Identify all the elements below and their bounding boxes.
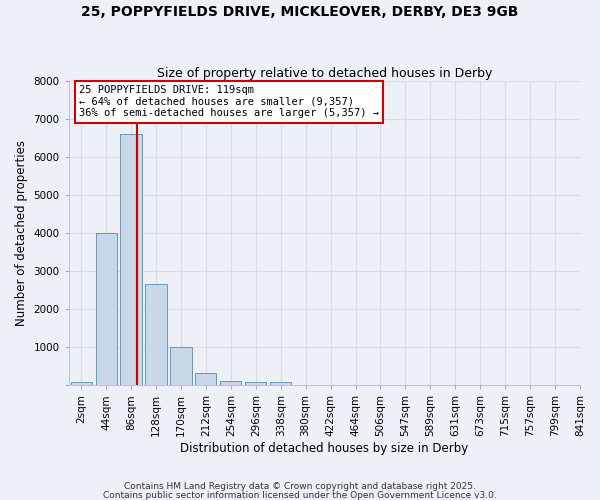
Bar — [245, 382, 266, 386]
Bar — [121, 134, 142, 386]
Bar — [170, 347, 191, 386]
Text: Contains public sector information licensed under the Open Government Licence v3: Contains public sector information licen… — [103, 490, 497, 500]
X-axis label: Distribution of detached houses by size in Derby: Distribution of detached houses by size … — [180, 442, 469, 455]
Bar — [95, 233, 117, 386]
Title: Size of property relative to detached houses in Derby: Size of property relative to detached ho… — [157, 66, 492, 80]
Bar — [220, 380, 241, 386]
Y-axis label: Number of detached properties: Number of detached properties — [15, 140, 28, 326]
Bar — [145, 284, 167, 386]
Bar — [71, 382, 92, 386]
Text: 25, POPPYFIELDS DRIVE, MICKLEOVER, DERBY, DE3 9GB: 25, POPPYFIELDS DRIVE, MICKLEOVER, DERBY… — [82, 5, 518, 19]
Text: Contains HM Land Registry data © Crown copyright and database right 2025.: Contains HM Land Registry data © Crown c… — [124, 482, 476, 491]
Bar — [195, 373, 217, 386]
Bar — [270, 382, 292, 386]
Text: 25 POPPYFIELDS DRIVE: 119sqm
← 64% of detached houses are smaller (9,357)
36% of: 25 POPPYFIELDS DRIVE: 119sqm ← 64% of de… — [79, 85, 379, 118]
